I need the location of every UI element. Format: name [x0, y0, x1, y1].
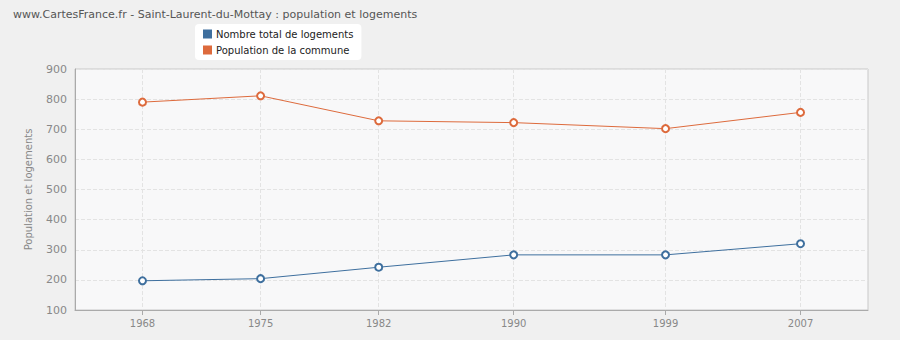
- svg-text:500: 500: [46, 183, 67, 196]
- svg-text:www.CartesFrance.fr - Saint-La: www.CartesFrance.fr - Saint-Laurent-du-M…: [13, 8, 417, 21]
- svg-text:1982: 1982: [366, 318, 391, 329]
- svg-text:600: 600: [46, 153, 67, 166]
- svg-text:1968: 1968: [130, 318, 155, 329]
- svg-text:300: 300: [46, 243, 67, 256]
- svg-text:Nombre total de logements: Nombre total de logements: [216, 29, 353, 40]
- svg-text:2007: 2007: [788, 318, 813, 329]
- svg-text:1999: 1999: [653, 318, 678, 329]
- svg-text:Population de la commune: Population de la commune: [216, 45, 349, 56]
- svg-text:1990: 1990: [501, 318, 526, 329]
- svg-text:400: 400: [46, 213, 67, 226]
- svg-text:900: 900: [46, 63, 67, 76]
- svg-text:200: 200: [46, 273, 67, 286]
- svg-text:100: 100: [46, 304, 67, 317]
- svg-text:700: 700: [46, 123, 67, 136]
- svg-text:Population et logements: Population et logements: [23, 129, 34, 251]
- svg-text:1975: 1975: [248, 318, 273, 329]
- svg-text:800: 800: [46, 93, 67, 106]
